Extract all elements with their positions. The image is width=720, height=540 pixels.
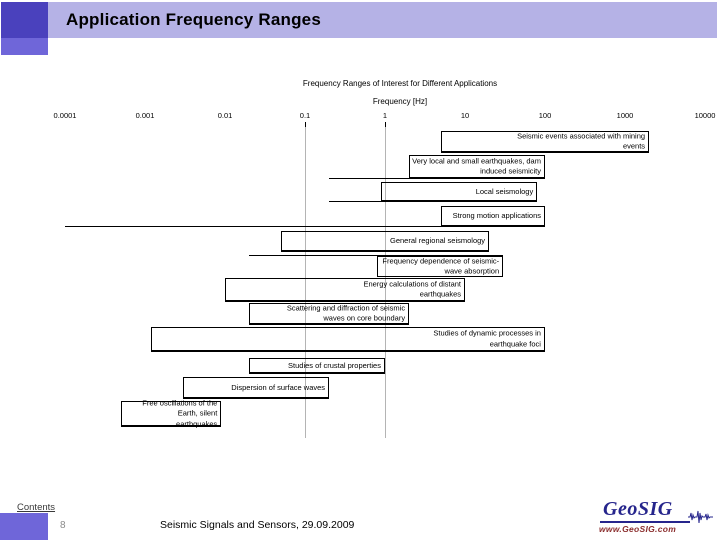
application-label-box: Local seismology [381, 182, 538, 201]
frequency-range-row: Strong motion applications [65, 206, 545, 227]
axis-tick-mark [305, 122, 306, 127]
page-title: Application Frequency Ranges [66, 10, 321, 29]
application-label: Seismic events associated with mining ev… [517, 131, 646, 151]
x-axis-tick-label: 1 [382, 111, 388, 120]
frequency-range-row: Studies of dynamic processes in earthqua… [151, 327, 545, 352]
frequency-range-row: Very local and small earthquakes, dam in… [329, 155, 545, 179]
application-label: Strong motion applications [452, 210, 541, 220]
frequency-range-row: Dispersion of surface waves [183, 377, 330, 399]
application-label: General regional seismology [390, 235, 486, 245]
contents-link[interactable]: Contents [17, 502, 56, 513]
x-axis-tick-label: 1000 [616, 111, 634, 120]
chart-x-axis-label: Frequency [Hz] [372, 97, 428, 106]
application-label: Local seismology [475, 186, 534, 196]
application-label-box: Energy calculations of distant earthquak… [225, 278, 465, 301]
x-axis-tick-label: 10 [460, 111, 470, 120]
geosig-logo-url: www.GeoSIG.com [599, 524, 677, 534]
x-axis-tick-label: 100 [538, 111, 552, 120]
frequency-range-row: Seismic events associated with mining ev… [440, 131, 650, 153]
chart-title: Frequency Ranges of Interest for Differe… [302, 79, 498, 88]
application-label: Dispersion of surface waves [231, 382, 326, 392]
application-label: Studies of dynamic processes in earthqua… [433, 328, 541, 349]
geosig-logo-text: GeoSIG [603, 498, 673, 520]
axis-tick-mark [385, 122, 386, 127]
application-label-box: General regional seismology [280, 231, 490, 251]
frequency-range-row: Studies of crustal properties [249, 358, 385, 374]
application-label-box: Dispersion of surface waves [183, 377, 330, 398]
gridline [385, 127, 386, 438]
footer-caption: Seismic Signals and Sensors, 29.09.2009 [160, 519, 355, 531]
application-label-box: Seismic events associated with mining ev… [440, 131, 650, 152]
application-label-box: Studies of dynamic processes in earthqua… [151, 327, 545, 351]
frequency-range-row: General regional seismology [280, 231, 490, 252]
x-axis-tick-label: 0.1 [299, 111, 311, 120]
application-label: Energy calculations of distant earthquak… [363, 279, 461, 299]
application-label-box: Free oscillations of the Earth, silent e… [120, 398, 222, 428]
application-label: Scattering and diffraction of seismic wa… [286, 303, 406, 323]
application-label: Free oscillations of the Earth, silent e… [142, 397, 218, 428]
gridline [305, 127, 306, 438]
application-label: Very local and small earthquakes, dam in… [412, 156, 541, 176]
footer-accent-block [0, 513, 48, 540]
frequency-range-row: Local seismology [329, 182, 538, 202]
frequency-range-row: Energy calculations of distant earthquak… [225, 278, 465, 302]
application-label: Frequency dependence of seismic- wave ab… [382, 256, 500, 276]
seismogram-squiggle-icon [688, 510, 713, 524]
x-axis-tick-label: 0.0001 [53, 111, 77, 120]
application-label: Studies of crustal properties [288, 360, 381, 370]
header-bar [1, 2, 717, 38]
application-label-box: Very local and small earthquakes, dam in… [409, 155, 545, 178]
x-axis-tick-label: 0.001 [135, 111, 155, 120]
x-axis-tick-label: 10000 [694, 111, 716, 120]
frequency-range-row: Frequency dependence of seismic- wave ab… [249, 255, 504, 277]
application-label-box: Studies of crustal properties [249, 358, 385, 373]
frequency-range-row: Scattering and diffraction of seismic wa… [249, 303, 410, 325]
application-label-box: Strong motion applications [440, 206, 545, 226]
header-accent-dark [1, 2, 48, 38]
geosig-logo-underline [600, 521, 690, 523]
x-axis-tick-label: 0.01 [217, 111, 233, 120]
application-label-box: Frequency dependence of seismic- wave ab… [377, 256, 504, 277]
application-label-box: Scattering and diffraction of seismic wa… [249, 303, 410, 324]
page-number: 8 [60, 520, 66, 531]
frequency-range-row: Free oscillations of the Earth, silent e… [120, 398, 222, 428]
geosig-logo: GeoSIG www.GeoSIG.com [590, 497, 718, 537]
header-accent-light [1, 38, 48, 55]
